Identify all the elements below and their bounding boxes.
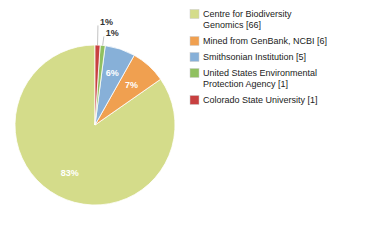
data-label: 1% (106, 28, 119, 38)
pie-slice (95, 45, 105, 125)
legend-swatch (190, 37, 199, 46)
legend-label: United States EnvironmentalProtection Ag… (203, 68, 317, 89)
legend-swatch (190, 69, 199, 78)
data-labels: 83% 7% 6% 1%1% (61, 17, 138, 178)
data-label: 1% (100, 17, 113, 27)
pie (15, 45, 175, 205)
pie-slice (95, 45, 100, 125)
legend-swatch (190, 53, 199, 62)
data-label: 83% (61, 168, 79, 178)
legend-label: Centre for BiodiversityGenomics [66] (203, 9, 292, 30)
data-label: 7% (125, 80, 138, 90)
chart: 83% 7% 6% 1%1% Centre for BiodiversityGenomi… (0, 0, 380, 240)
legend: Centre for BiodiversityGenomics [66] Mine… (190, 9, 327, 105)
legend-swatch (190, 96, 199, 105)
leader-line (103, 36, 104, 45)
legend-label: Colorado State University [1] (203, 95, 318, 105)
data-label: 6% (106, 68, 119, 78)
legend-label: Smithsonian Institution [5] (203, 52, 306, 62)
legend-swatch (190, 10, 199, 19)
pie-slice (15, 45, 175, 205)
legend-label: Mined from GenBank, NCBI [6] (203, 36, 327, 46)
leader-line (97, 25, 98, 45)
